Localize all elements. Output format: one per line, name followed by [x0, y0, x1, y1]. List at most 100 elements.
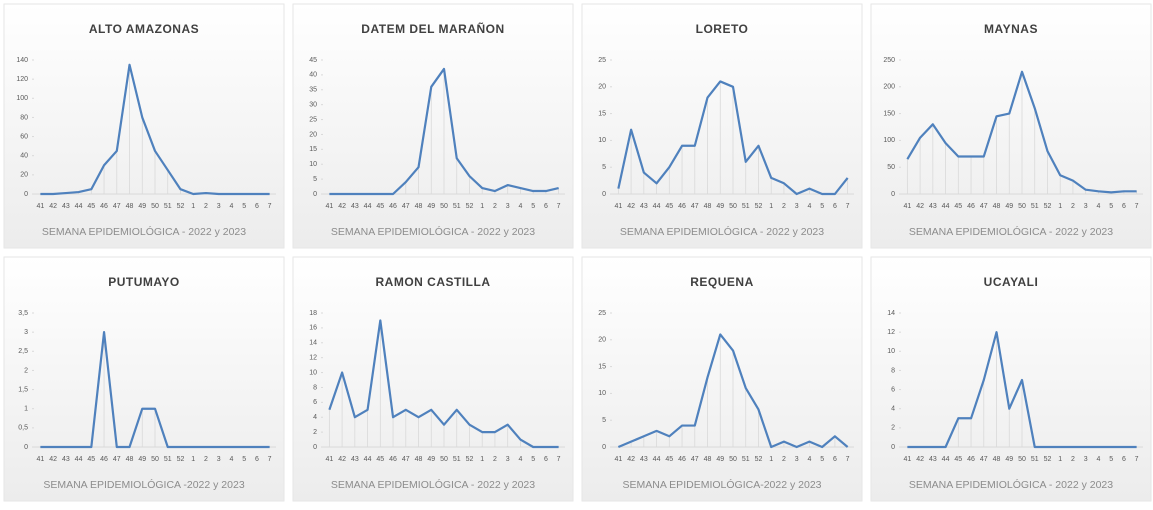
x-axis-label: SEMANA EPIDEMIOLÓGICA - 2022 y 2023 [331, 225, 535, 238]
x-tick-label: 6 [1122, 203, 1126, 210]
x-tick-label: 47 [980, 456, 988, 463]
x-tick-label: 1 [1058, 203, 1062, 210]
x-tick-label: 48 [415, 456, 423, 463]
x-tick-label: 47 [113, 456, 121, 463]
x-tick-label: 2 [1071, 203, 1075, 210]
x-tick-label: 5 [242, 456, 246, 463]
x-tick-label: 6 [255, 456, 259, 463]
x-tick-label: 3 [217, 203, 221, 210]
y-tick-label: 6 [891, 386, 895, 393]
x-tick-label: 51 [1031, 203, 1039, 210]
x-tick-label: 44 [75, 203, 83, 210]
x-tick-label: 3 [506, 456, 510, 463]
x-tick-label: 51 [453, 456, 461, 463]
x-tick-label: 46 [678, 203, 686, 210]
y-tick-label: 200 [883, 84, 895, 91]
panel [870, 3, 1152, 249]
x-tick-label: 45 [954, 456, 962, 463]
y-tick-label: 80 [20, 114, 28, 121]
x-tick-label: 44 [653, 456, 661, 463]
x-tick-label: 42 [627, 203, 635, 210]
x-tick-label: 6 [833, 203, 837, 210]
y-tick-label: 16 [309, 325, 317, 332]
x-tick-label: 4 [807, 203, 811, 210]
data-line [617, 80, 849, 196]
x-tick-label: 5 [531, 456, 535, 463]
chart-title: ALTO AMAZONAS [89, 22, 199, 36]
y-tick-label: 20 [598, 84, 606, 91]
x-tick-label: 50 [1018, 456, 1026, 463]
x-tick-label: 3 [1084, 456, 1088, 463]
y-tick-label: 45 [309, 57, 317, 64]
y-tick-label: 0 [313, 191, 317, 198]
panel [581, 3, 863, 249]
y-tick-label: 140 [16, 57, 28, 64]
y-tick-label: 8 [313, 384, 317, 391]
y-tick-label: 150 [883, 110, 895, 117]
x-tick-label: 52 [1044, 456, 1052, 463]
x-tick-label: 50 [151, 456, 159, 463]
x-tick-label: 46 [967, 456, 975, 463]
x-tick-label: 51 [453, 203, 461, 210]
x-tick-label: 2 [493, 456, 497, 463]
x-tick-label: 49 [716, 203, 724, 210]
chart-title: LORETO [696, 22, 749, 36]
y-tick-label: 10 [309, 369, 317, 376]
x-tick-label: 1 [191, 456, 195, 463]
x-tick-label: 51 [164, 456, 172, 463]
x-tick-label: 51 [164, 203, 172, 210]
x-tick-label: 45 [87, 203, 95, 210]
x-tick-label: 7 [557, 456, 561, 463]
x-tick-label: 41 [36, 456, 44, 463]
y-tick-label: 2,5 [18, 348, 28, 355]
y-tick-label: 25 [598, 310, 606, 317]
x-tick-label: 3 [795, 456, 799, 463]
x-tick-label: 3 [1084, 203, 1088, 210]
x-tick-label: 41 [903, 456, 911, 463]
x-tick-label: 51 [1031, 456, 1039, 463]
x-tick-label: 2 [1071, 456, 1075, 463]
x-tick-label: 1 [769, 203, 773, 210]
x-tick-label: 43 [640, 456, 648, 463]
x-tick-label: 45 [665, 456, 673, 463]
panel [581, 256, 863, 502]
y-tick-label: 250 [883, 57, 895, 64]
x-tick-label: 5 [820, 456, 824, 463]
x-tick-label: 41 [614, 203, 622, 210]
x-tick-label: 42 [49, 203, 57, 210]
x-tick-label: 49 [138, 456, 146, 463]
y-tick-label: 25 [309, 116, 317, 123]
chart-title: RAMON CASTILLA [376, 275, 491, 289]
panel [870, 256, 1152, 502]
x-tick-label: 46 [678, 456, 686, 463]
x-tick-label: 46 [389, 456, 397, 463]
y-tick-label: 35 [309, 87, 317, 94]
x-tick-label: 3 [217, 456, 221, 463]
x-tick-label: 46 [389, 203, 397, 210]
y-tick-label: 10 [598, 137, 606, 144]
x-tick-label: 43 [62, 203, 70, 210]
panel [292, 256, 574, 502]
x-tick-label: 50 [729, 456, 737, 463]
x-tick-label: 2 [782, 456, 786, 463]
x-tick-label: 7 [846, 456, 850, 463]
x-tick-label: 43 [351, 203, 359, 210]
panel [3, 3, 285, 249]
x-tick-label: 42 [916, 203, 924, 210]
y-tick-label: 0 [891, 191, 895, 198]
x-tick-label: 44 [364, 203, 372, 210]
x-tick-label: 49 [427, 203, 435, 210]
x-tick-label: 4 [229, 203, 233, 210]
y-tick-label: 0 [24, 444, 28, 451]
x-tick-label: 44 [364, 456, 372, 463]
y-tick-label: 3,5 [18, 310, 28, 317]
x-tick-label: 52 [755, 456, 763, 463]
x-tick-label: 5 [531, 203, 535, 210]
x-tick-label: 44 [942, 456, 950, 463]
x-tick-label: 6 [255, 203, 259, 210]
x-tick-label: 51 [742, 456, 750, 463]
y-tick-label: 40 [309, 72, 317, 79]
y-tick-label: 15 [309, 146, 317, 153]
x-tick-label: 6 [544, 203, 548, 210]
x-tick-label: 42 [338, 203, 346, 210]
